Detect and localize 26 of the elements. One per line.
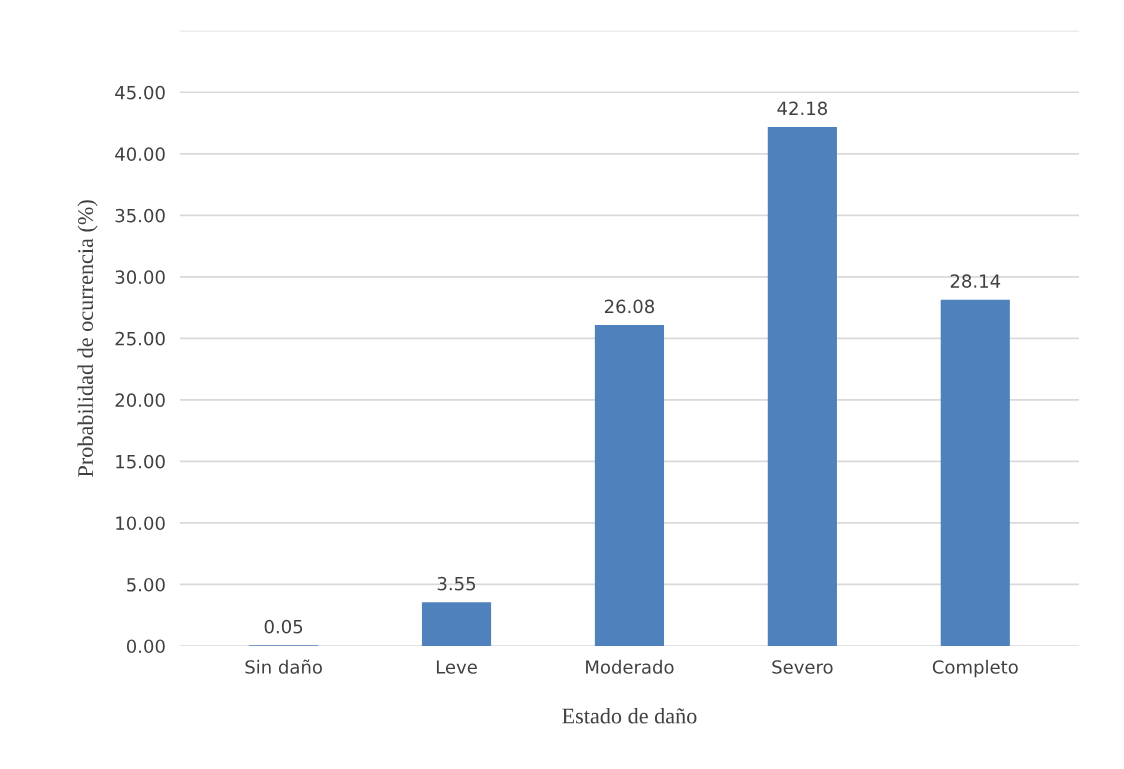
- y-tick-label: 20.00: [115, 393, 165, 407]
- bar: [940, 299, 1010, 646]
- data-label: 42.18: [777, 101, 827, 116]
- x-tick-label: Completo: [932, 659, 1018, 678]
- y-tick-label: 25.00: [115, 331, 165, 346]
- y-tick-label: 0.00: [126, 639, 165, 654]
- bar: [767, 126, 837, 646]
- data-label: 0.05: [264, 619, 303, 634]
- y-tick-label: 30.00: [115, 270, 165, 284]
- data-label: 26.08: [604, 299, 655, 314]
- y-tick-label: 10.00: [116, 516, 165, 531]
- x-tick-label: Sin daño: [245, 659, 322, 674]
- bar: [594, 325, 665, 646]
- x-tick-label: Moderado: [586, 659, 674, 674]
- y-tick-label: 15.00: [116, 454, 165, 469]
- y-tick-label: 35.00: [115, 208, 165, 223]
- data-label: 3.55: [437, 576, 476, 591]
- x-tick-label: Severo: [772, 660, 833, 674]
- bar: [421, 602, 492, 646]
- x-tick-label: Leve: [436, 660, 477, 674]
- y-tick-label: 5.00: [127, 577, 165, 592]
- y-tick-label: 40.00: [115, 147, 165, 161]
- data-label: 28.14: [950, 274, 1001, 288]
- y-tick-label: 45.00: [115, 85, 165, 100]
- x-axis-title: Estado de daño: [562, 707, 697, 724]
- y-axis-title: Probabilidad de ocurrencia (%): [77, 200, 98, 477]
